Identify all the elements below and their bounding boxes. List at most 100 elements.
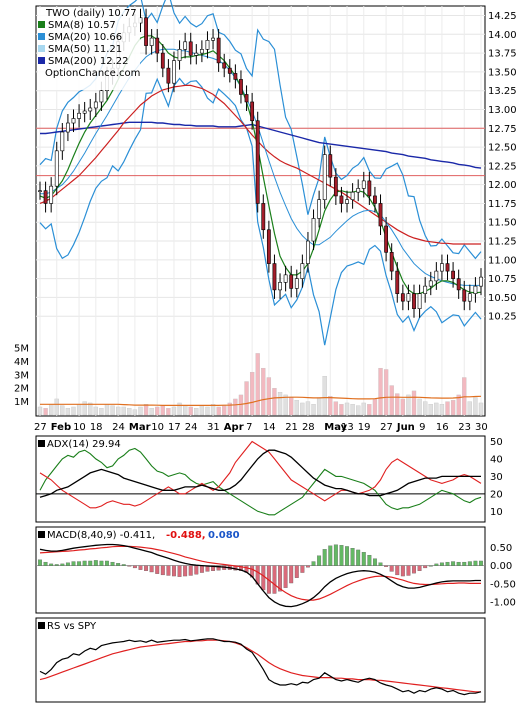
macd-histogram-bar bbox=[177, 565, 182, 577]
candle-body bbox=[434, 270, 439, 282]
x-tick-label: Apr bbox=[224, 422, 244, 433]
volume-bar bbox=[428, 404, 433, 416]
macd-histogram-bar bbox=[384, 565, 389, 567]
horizontal-lines bbox=[36, 127, 485, 177]
macd-histogram-bar bbox=[199, 565, 204, 573]
volume-bar bbox=[361, 402, 366, 416]
legend-sma200: SMA(200) 12.22 bbox=[48, 56, 129, 67]
candle-body bbox=[339, 195, 344, 204]
x-tick-label: 27 bbox=[34, 422, 47, 433]
macd-histogram-bar bbox=[300, 565, 305, 573]
volume-bar bbox=[182, 405, 188, 416]
candle-body bbox=[423, 285, 428, 294]
volume-bar bbox=[339, 404, 344, 416]
adx-tick-label: 40 bbox=[490, 454, 503, 465]
volume-bar bbox=[188, 406, 193, 416]
volume-bar bbox=[166, 408, 171, 416]
volume-bar bbox=[300, 402, 305, 416]
volume-bar bbox=[283, 394, 288, 416]
volume-bar bbox=[473, 397, 478, 416]
candle-body bbox=[367, 180, 372, 197]
x-tick-label: 10 bbox=[73, 422, 86, 433]
macd-histogram-bar bbox=[328, 545, 333, 566]
candle-body bbox=[479, 276, 483, 287]
volume-bar bbox=[445, 401, 450, 416]
x-tick-label: 27 bbox=[380, 422, 393, 433]
x-tick-label: 14 bbox=[263, 422, 276, 433]
adx-tick-label: 30 bbox=[490, 472, 503, 483]
macd-histogram-bar bbox=[88, 560, 93, 566]
volume-bar bbox=[49, 404, 54, 416]
candle-body bbox=[473, 285, 478, 294]
x-tick-label: 13 bbox=[341, 422, 354, 433]
candle-body bbox=[445, 263, 450, 272]
macd-histogram-bar bbox=[155, 565, 160, 574]
adx-legend: ADX(14) 29.94 bbox=[38, 439, 121, 450]
candle-body bbox=[144, 17, 148, 46]
macd-legend: MACD(8,40,9) -0.411, -0.488, 0.080 bbox=[38, 530, 240, 541]
macd-histogram-bar bbox=[372, 558, 377, 566]
x-tick-label: 24 bbox=[112, 422, 125, 433]
price-tick-label: 13.25 bbox=[488, 86, 517, 97]
candle-body bbox=[356, 188, 361, 193]
candle-body bbox=[306, 240, 310, 264]
x-tick-label: 23 bbox=[458, 422, 471, 433]
candle-body bbox=[194, 52, 199, 56]
candle-body bbox=[211, 37, 215, 41]
volume-bar bbox=[372, 398, 378, 416]
macd-histogram-bar bbox=[272, 565, 277, 594]
candle-body bbox=[205, 40, 210, 50]
legend-box bbox=[38, 8, 140, 90]
candle-body bbox=[172, 60, 176, 84]
macd-histogram-bar bbox=[261, 565, 266, 591]
candle-body bbox=[333, 176, 338, 197]
volume-tick-label: 3M bbox=[14, 370, 29, 381]
macd-histogram-bar bbox=[194, 565, 199, 575]
macd-signal-value: -0.488, bbox=[166, 530, 206, 541]
candle-body bbox=[294, 278, 299, 289]
macd-histogram-bar bbox=[350, 548, 355, 566]
price-tick-label: 12.50 bbox=[488, 143, 517, 154]
volume-bar bbox=[322, 376, 327, 416]
price-tick-label: 12.00 bbox=[488, 180, 517, 191]
watermark: OptionChance.com bbox=[45, 68, 140, 79]
candle-body bbox=[272, 263, 277, 291]
candle-body bbox=[289, 274, 294, 289]
candle-body bbox=[389, 252, 394, 272]
candle-body bbox=[345, 199, 349, 204]
macd-histogram-bar bbox=[451, 561, 456, 566]
candle-body bbox=[88, 107, 93, 112]
rs-title: RS vs SPY bbox=[47, 621, 97, 632]
macd-tick-label: 0.50 bbox=[490, 543, 512, 554]
macd-histogram-bar bbox=[144, 565, 149, 571]
candle-body bbox=[261, 203, 266, 231]
volume-bar bbox=[227, 402, 232, 416]
price-tick-label: 13.50 bbox=[488, 67, 517, 78]
volume-bar bbox=[344, 402, 350, 416]
adx-line bbox=[39, 449, 481, 498]
candle-body bbox=[54, 150, 59, 187]
macd-tick-label: -0.50 bbox=[490, 579, 516, 590]
volume-bar bbox=[65, 408, 71, 416]
macd-line bbox=[39, 543, 481, 608]
volume-bar bbox=[60, 405, 65, 416]
volume-bar bbox=[289, 397, 294, 416]
price-tick-label: 12.75 bbox=[488, 124, 517, 135]
macd-histogram-bar bbox=[406, 565, 411, 576]
price-tick-label: 10.50 bbox=[488, 293, 517, 304]
macd-histogram-bar bbox=[172, 565, 176, 577]
candle-body bbox=[451, 270, 455, 279]
volume-bar bbox=[82, 401, 87, 416]
volume-bar bbox=[249, 371, 255, 416]
volume-bar bbox=[406, 394, 411, 416]
candle-body bbox=[255, 120, 260, 204]
macd-histogram-bar bbox=[412, 565, 416, 574]
rs-average-line bbox=[39, 639, 481, 693]
legend-swatch-sma200 bbox=[38, 57, 45, 64]
macd-histogram-bar bbox=[467, 561, 472, 566]
volume-bar bbox=[434, 402, 439, 416]
candle-body bbox=[160, 52, 165, 69]
macd-histogram-bar bbox=[110, 561, 115, 566]
x-tick-label: 17 bbox=[168, 422, 181, 433]
